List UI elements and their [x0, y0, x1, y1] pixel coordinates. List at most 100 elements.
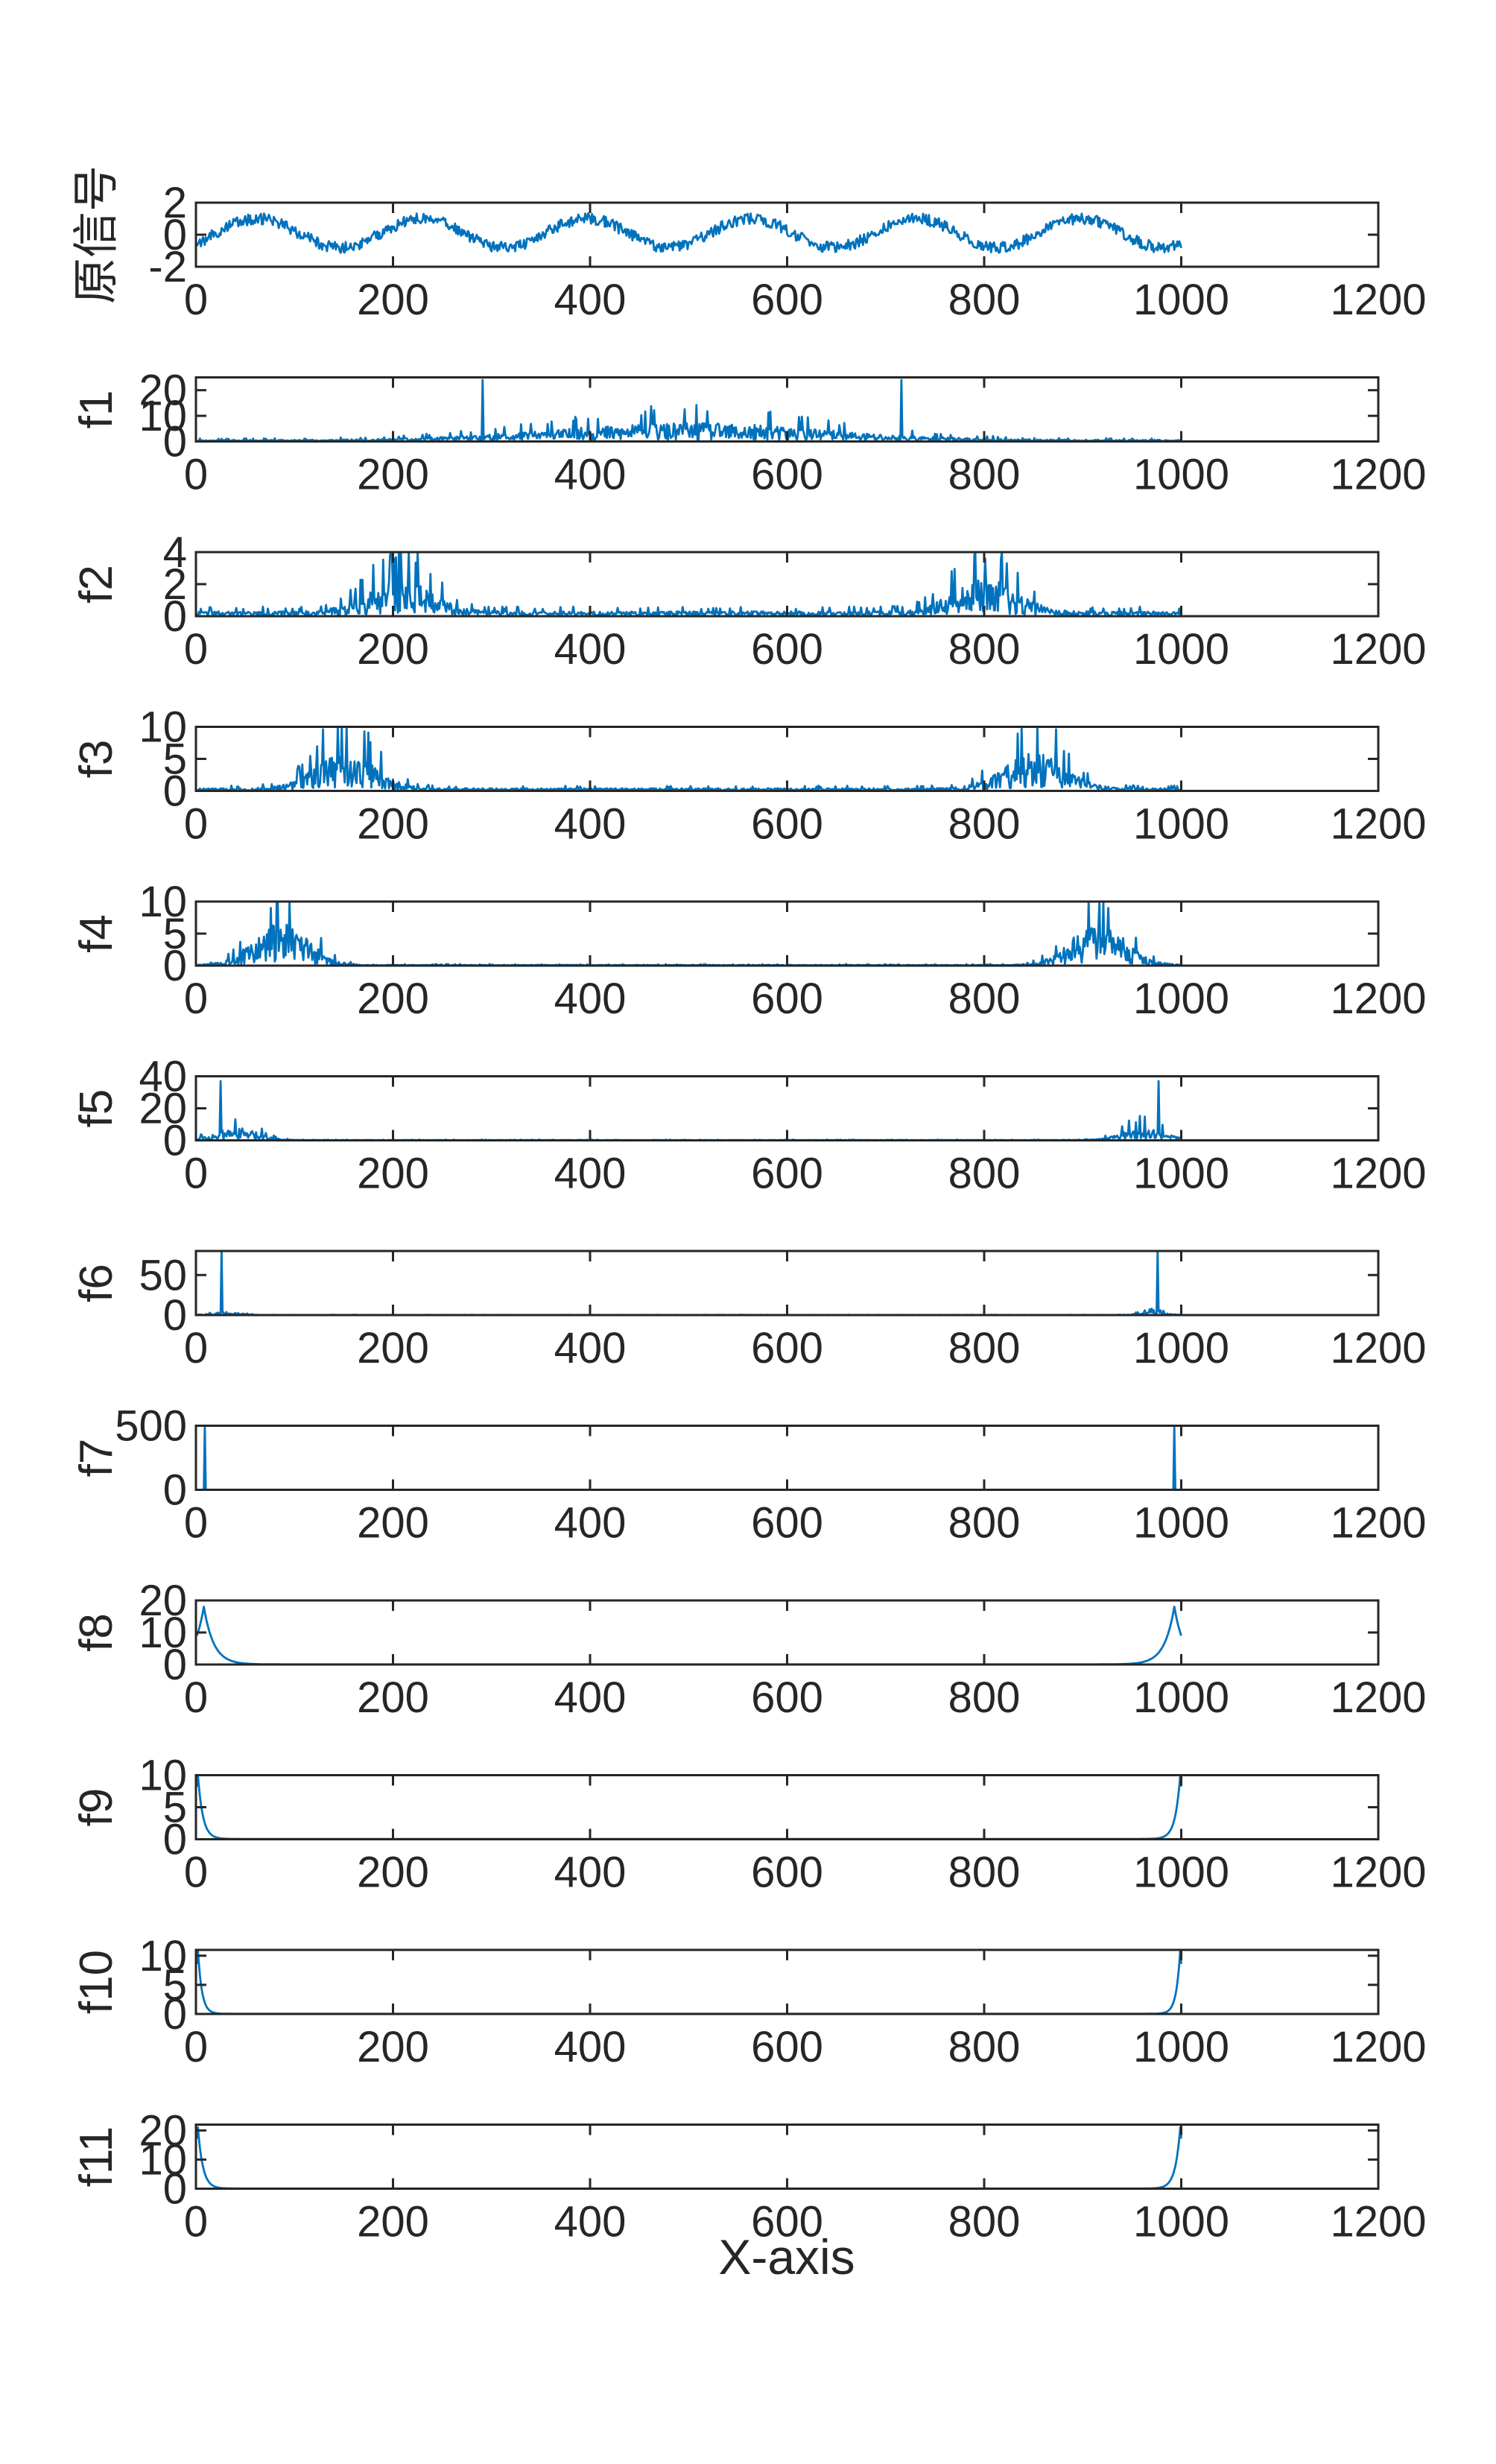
x-tick-label: 0: [184, 2198, 208, 2246]
x-tick-label: 400: [554, 2023, 627, 2071]
x-tick-label: 1200: [1330, 975, 1426, 1023]
x-tick-label: 600: [751, 1150, 823, 1198]
x-tick-label: 1000: [1133, 451, 1229, 499]
x-tick-label: 1000: [1133, 975, 1229, 1023]
x-tick-label: 200: [357, 451, 429, 499]
y-axis-label: f6: [71, 1264, 122, 1302]
y-tick-label: 500: [115, 1402, 187, 1451]
x-tick-label: 200: [357, 1150, 429, 1198]
x-tick-label: 800: [948, 625, 1021, 674]
y-tick-label: 0: [163, 1641, 187, 1689]
x-tick-label: 800: [948, 800, 1021, 849]
y-tick-label: 10: [139, 392, 187, 440]
x-tick-label: 400: [554, 1499, 627, 1548]
x-tick-label: 1200: [1330, 625, 1426, 674]
x-tick-label: 200: [357, 2198, 429, 2246]
y-axis-label: f1: [71, 390, 122, 429]
y-axis-label: f11: [71, 2126, 122, 2188]
x-tick-label: 200: [357, 276, 429, 324]
y-axis-label: f2: [71, 565, 122, 604]
x-tick-label: 1000: [1133, 1324, 1229, 1372]
x-tick-label: 1000: [1133, 625, 1229, 674]
x-tick-label: 200: [357, 1499, 429, 1548]
y-axis-label: 原信号: [71, 165, 122, 304]
x-tick-label: 0: [184, 1150, 208, 1198]
x-tick-label: 200: [357, 800, 429, 849]
x-tick-label: 1200: [1330, 1499, 1426, 1548]
x-tick-label: 1200: [1330, 1324, 1426, 1372]
x-tick-label: 0: [184, 276, 208, 324]
x-tick-label: 600: [751, 975, 823, 1023]
y-tick-label: 0: [163, 592, 187, 641]
x-tick-label: 400: [554, 2198, 627, 2246]
y-tick-label: 0: [163, 942, 187, 990]
y-tick-label: 5: [163, 1784, 187, 1832]
y-axis-label: f9: [71, 1788, 122, 1827]
y-tick-label: 10: [139, 1609, 187, 1657]
x-tick-label: 200: [357, 2023, 429, 2071]
x-tick-label: 600: [751, 800, 823, 849]
x-tick-label: 600: [751, 2023, 823, 2071]
x-tick-label: 400: [554, 1150, 627, 1198]
y-tick-label: 0: [163, 1816, 187, 1864]
y-axis-label: f7: [71, 1439, 122, 1478]
x-tick-label: 0: [184, 1673, 208, 1722]
x-tick-label: 0: [184, 1849, 208, 1897]
x-tick-label: 600: [751, 1499, 823, 1548]
x-tick-label: 1000: [1133, 1673, 1229, 1722]
x-tick-label: 0: [184, 625, 208, 674]
x-tick-label: 1000: [1133, 2023, 1229, 2071]
x-tick-label: 800: [948, 1150, 1021, 1198]
x-tick-label: 800: [948, 975, 1021, 1023]
x-tick-label: 1000: [1133, 1849, 1229, 1897]
y-tick-label: 20: [139, 2106, 187, 2155]
y-tick-label: 20: [139, 367, 187, 415]
x-axis-label: X-axis: [718, 2229, 855, 2284]
x-tick-label: 0: [184, 800, 208, 849]
y-tick-label: 10: [139, 1932, 187, 1980]
x-tick-label: 0: [184, 1324, 208, 1372]
x-tick-label: 400: [554, 975, 627, 1023]
x-tick-label: 1000: [1133, 2198, 1229, 2246]
y-tick-label: 4: [163, 528, 187, 577]
y-tick-label: 0: [163, 1291, 187, 1340]
x-tick-label: 400: [554, 800, 627, 849]
y-axis-label: f10: [71, 1950, 122, 2014]
y-tick-label: -2: [148, 243, 187, 291]
x-tick-label: 1200: [1330, 800, 1426, 849]
series-line: [197, 379, 1182, 443]
y-tick-label: 10: [139, 1752, 187, 1800]
x-tick-label: 800: [948, 2023, 1021, 2071]
x-tick-label: 1000: [1133, 800, 1229, 849]
y-tick-label: 0: [163, 1990, 187, 2039]
y-tick-label: 5: [163, 1961, 187, 2009]
x-tick-label: 600: [751, 1324, 823, 1372]
x-tick-label: 800: [948, 1849, 1021, 1897]
x-tick-label: 1000: [1133, 1150, 1229, 1198]
y-tick-label: 5: [163, 735, 187, 784]
x-tick-label: 1200: [1330, 276, 1426, 324]
x-tick-label: 600: [751, 276, 823, 324]
x-tick-label: 600: [751, 451, 823, 499]
y-tick-label: 0: [163, 211, 187, 259]
x-tick-label: 800: [948, 451, 1021, 499]
y-axis-label: f4: [71, 914, 122, 953]
x-tick-label: 600: [751, 1849, 823, 1897]
y-axis-label: f3: [71, 740, 122, 779]
y-tick-label: 5: [163, 910, 187, 958]
x-tick-label: 0: [184, 975, 208, 1023]
x-tick-label: 1000: [1133, 276, 1229, 324]
x-tick-label: 200: [357, 1673, 429, 1722]
x-tick-label: 1200: [1330, 2198, 1426, 2246]
x-tick-label: 0: [184, 2023, 208, 2071]
